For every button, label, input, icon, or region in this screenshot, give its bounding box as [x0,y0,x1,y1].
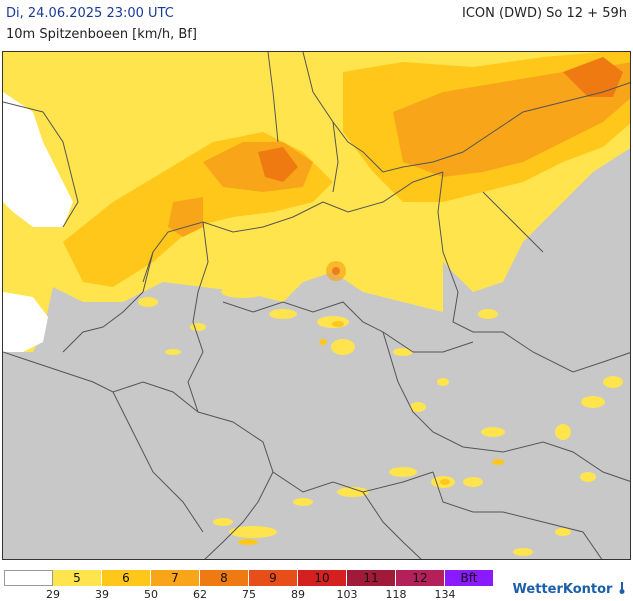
legend-tick: 29 [46,588,60,601]
borders [3,52,630,559]
brand-logo: WetterKontor [513,582,627,597]
parameter-label: 10m Spitzenboeen [km/h, Bf] [6,27,197,42]
gust-area-bft7-coast [168,197,203,237]
gust-area-bft8-jade [258,147,298,182]
forecast-datetime: Di, 24.06.2025 23:00 UTC [6,6,174,21]
model-run-label: ICON (DWD) So 12 + 59h [462,6,627,21]
legend-class: 12 [396,570,445,586]
calm-area-west [3,92,73,227]
legend-class: 8 [200,570,249,586]
legend-class: 6 [102,570,151,586]
legend-tick: 75 [242,588,256,601]
legend-class [4,570,53,586]
legend-tick: 103 [336,588,358,601]
legend-class: 11 [347,570,396,586]
gust-area-bft7-harz [326,261,346,281]
legend-tick: 89 [291,588,305,601]
legend-class: Bft [445,570,494,586]
legend-class: 10 [298,570,347,586]
legend-class: 5 [53,570,102,586]
gust-map[interactable] [2,51,631,560]
legend-tick: 39 [95,588,109,601]
legend-tick: 62 [193,588,207,601]
calm-area-southwest [3,292,48,352]
brand-name: WetterKontor [512,582,613,597]
legend-tick: 50 [144,588,158,601]
legend-tick: 134 [434,588,456,601]
convective-cells-bft6 [238,321,504,545]
gust-area-bft8-baltic [563,57,623,97]
thermometer-icon [619,582,625,594]
legend-tick: 118 [385,588,407,601]
legend-class: 9 [249,570,298,586]
legend-class: 7 [151,570,200,586]
gust-map-canvas [3,52,630,559]
